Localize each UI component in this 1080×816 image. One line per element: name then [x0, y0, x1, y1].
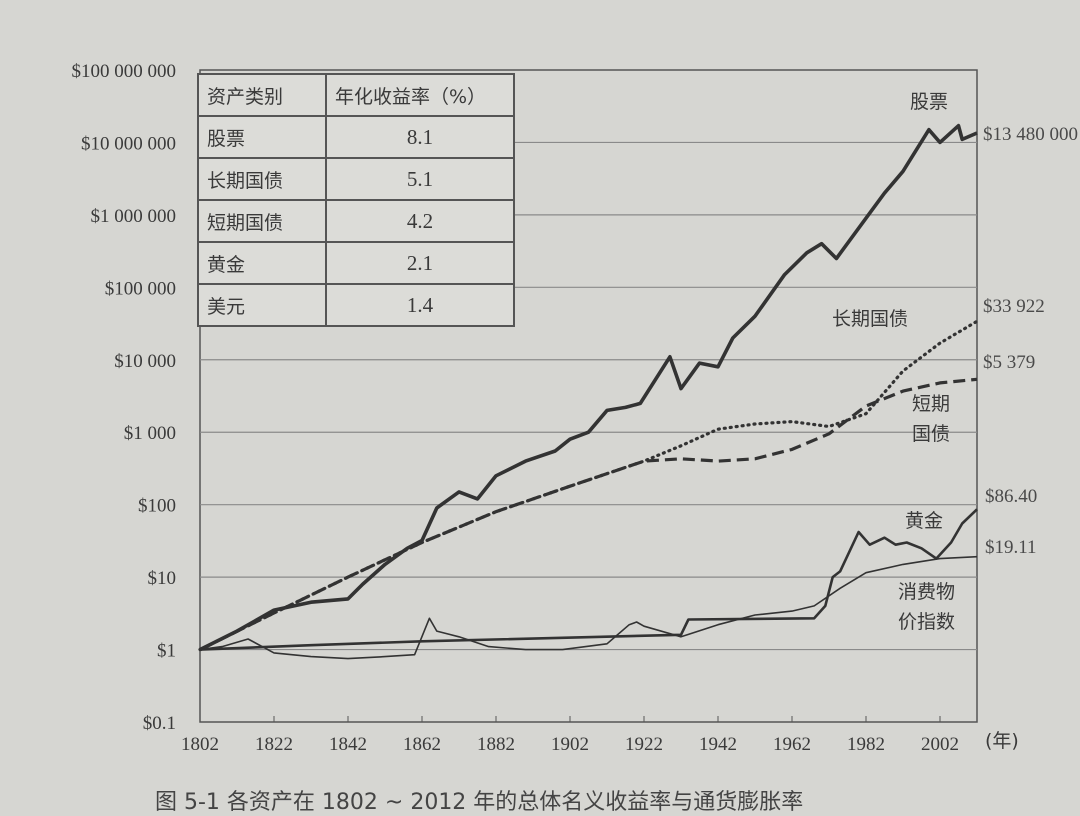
- y-tick-label: $100: [138, 496, 176, 517]
- series-end-value: $5 379: [983, 352, 1035, 373]
- table-header-return: 年化收益率（%）: [325, 73, 515, 117]
- x-axis: 1802 1822 1842 1862 1882 1902 1922 1942 1962 1982…: [181, 716, 1019, 755]
- table-row: 长期国债 5.1: [197, 157, 515, 201]
- returns-table: 资产类别 年化收益率（%） 股票 8.1 长期国债 5.1 短期国债 4.2 黄金 2.…: [197, 73, 515, 327]
- x-tick-label: 1882: [477, 734, 515, 755]
- x-tick-label: 1922: [625, 734, 663, 755]
- asset-return: 4.2: [325, 199, 515, 243]
- series-name-label: 黄金: [905, 510, 943, 532]
- table-row: 短期国债 4.2: [197, 199, 515, 243]
- x-tick-label: 1862: [403, 734, 441, 755]
- series-labels: 股票 $13 480 000 长期国债 $33 922 短期国债 $5 379 黄金 $86.…: [832, 91, 1078, 633]
- y-axis: $0.1 $1 $10 $100 $1 000 $10 000 $100 000 $1 000…: [72, 61, 177, 734]
- x-tick-label: 1942: [699, 734, 737, 755]
- x-tick-label: 1962: [773, 734, 811, 755]
- y-tick-label: $100 000 000: [72, 61, 177, 82]
- series-end-value: $86.40: [985, 486, 1037, 507]
- series-line: [199, 508, 978, 651]
- x-tick-label: 1982: [847, 734, 885, 755]
- asset-return: 1.4: [325, 283, 515, 327]
- series-line: [199, 555, 978, 660]
- series-end-value: $13 480 000: [983, 124, 1078, 145]
- table-row: 美元 1.4: [197, 283, 515, 327]
- table-header-asset: 资产类别: [197, 73, 327, 117]
- y-tick-label: $0.1: [143, 713, 176, 734]
- x-tick-label: 1842: [329, 734, 367, 755]
- y-tick-label: $1: [157, 641, 176, 662]
- y-tick-label: $1 000 000: [91, 206, 177, 227]
- figure-caption: 图 5-1 各资产在 1802 ~ 2012 年的总体名义收益率与通货膨胀率: [155, 790, 804, 815]
- series-name-label: 股票: [910, 91, 948, 113]
- series-line: [199, 123, 978, 652]
- x-tick-label: 2002: [921, 734, 959, 755]
- x-tick-label: 1822: [255, 734, 293, 755]
- asset-return: 5.1: [325, 157, 515, 201]
- x-tick-label: 1802: [181, 734, 219, 755]
- asset-name: 短期国债: [197, 199, 327, 243]
- asset-name: 美元: [197, 283, 327, 327]
- series-name-line: 消费物: [898, 581, 955, 603]
- table-row: 黄金 2.1: [197, 241, 515, 285]
- table-row: 股票 8.1: [197, 115, 515, 159]
- series-line: [199, 377, 978, 652]
- y-tick-label: $10: [148, 568, 177, 589]
- series-name-label: 短期国债: [912, 393, 950, 445]
- asset-name: 长期国债: [197, 157, 327, 201]
- asset-name: 黄金: [197, 241, 327, 285]
- series-name-label: 消费物价指数: [898, 581, 955, 633]
- series-name-line: 国债: [912, 423, 950, 445]
- y-tick-label: $10 000: [114, 351, 176, 372]
- series-lines: [198, 123, 979, 660]
- x-axis-unit: (年): [985, 730, 1019, 752]
- table-header-row: 资产类别 年化收益率（%）: [197, 73, 515, 117]
- x-tick-label: 1902: [551, 734, 589, 755]
- y-tick-label: $1 000: [124, 423, 176, 444]
- series-name-line: 短期: [912, 393, 950, 415]
- series-name-label: 长期国债: [832, 308, 908, 330]
- asset-return: 2.1: [325, 241, 515, 285]
- plot-frame: [199, 69, 978, 723]
- y-tick-label: $10 000 000: [81, 133, 176, 154]
- series-name-line: 价指数: [898, 611, 955, 633]
- asset-name: 股票: [197, 115, 327, 159]
- series-end-value: $19.11: [985, 537, 1037, 558]
- y-tick-label: $100 000: [105, 278, 176, 299]
- series-end-value: $33 922: [983, 296, 1045, 317]
- asset-return: 8.1: [325, 115, 515, 159]
